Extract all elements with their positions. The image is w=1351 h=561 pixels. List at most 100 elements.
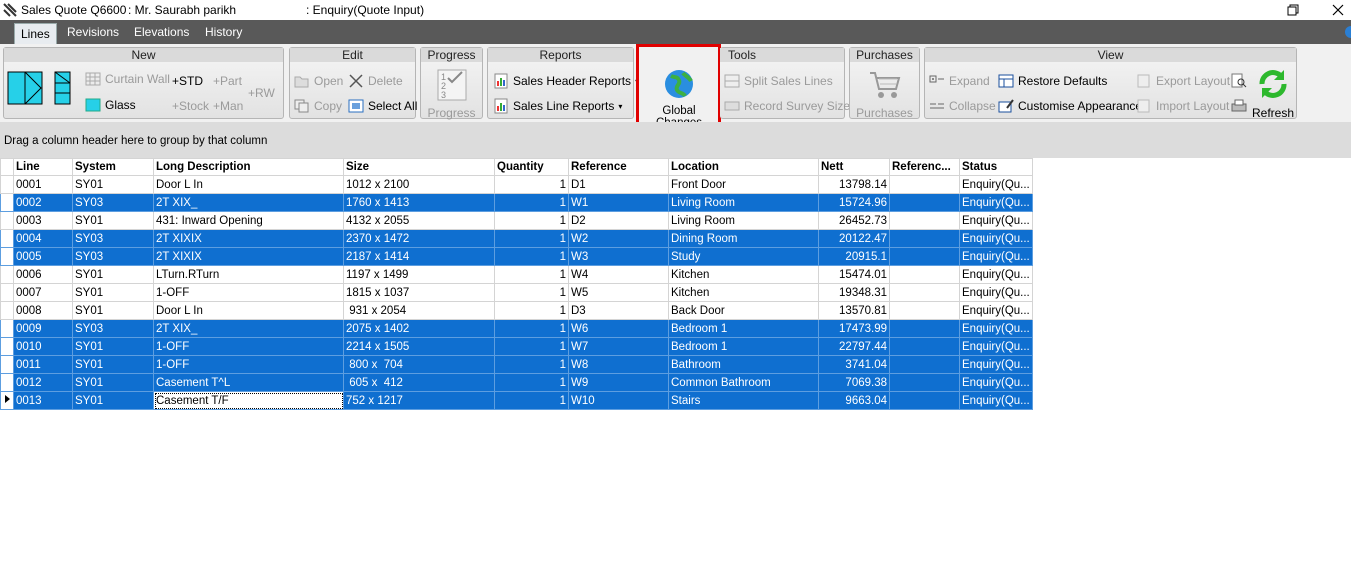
grid-row[interactable]: 0001 SY01 Door L In 1012 x 2100 1 D1 Front Doo… bbox=[0, 175, 1033, 194]
ribbon-button[interactable]: Curtain Wall bbox=[85, 72, 170, 86]
grid-cell: Door L In bbox=[153, 175, 344, 194]
ribbon-button[interactable]: Record Survey Sizes bbox=[724, 99, 856, 113]
grid-row[interactable]: 0010 SY01 1-OFF 2214 x 1505 1 W7 Bedroom 1 2279… bbox=[0, 337, 1033, 356]
tab[interactable]: Lines bbox=[14, 23, 57, 45]
preview-icon[interactable] bbox=[1231, 73, 1247, 89]
grid-cell: Living Room bbox=[668, 211, 819, 230]
ribbon-button[interactable]: +RW bbox=[248, 86, 275, 100]
grid-row[interactable]: 0008 SY01 Door L In 931 x 2054 1 D3 Back Door… bbox=[0, 301, 1033, 320]
ribbon-button[interactable]: Open bbox=[294, 74, 343, 88]
grid-cell: 0006 bbox=[13, 265, 73, 284]
column-header[interactable]: Status bbox=[959, 158, 1033, 176]
ribbon-button[interactable]: Delete bbox=[348, 74, 403, 88]
current-row-arrow bbox=[5, 395, 10, 403]
grid-row[interactable]: 0002 SY03 2T XIX_ 1760 x 1413 1 W1 Living Room… bbox=[0, 193, 1033, 212]
tab[interactable]: History bbox=[205, 25, 243, 39]
ribbon-button[interactable]: Glass bbox=[85, 98, 136, 112]
group-title: New bbox=[4, 48, 283, 62]
grid-row[interactable]: 0005 SY03 2T XIXIX 2187 x 1414 1 W3 Study 20915… bbox=[0, 247, 1033, 266]
customise-icon bbox=[998, 99, 1014, 113]
grid-cell: 20122.47 bbox=[818, 229, 890, 248]
print-icon[interactable] bbox=[1231, 99, 1247, 113]
grid-cell: LTurn.RTurn bbox=[153, 265, 344, 284]
grid-cell: Bedroom 1 bbox=[668, 319, 819, 338]
column-header[interactable]: Size bbox=[343, 158, 495, 176]
row-indicator bbox=[0, 319, 14, 338]
grid-cell: Enquiry(Qu... bbox=[959, 301, 1033, 320]
progress-icon[interactable]: 123 bbox=[436, 68, 470, 102]
grid-cell: W4 bbox=[568, 265, 669, 284]
button-label[interactable]: Refresh bbox=[1251, 106, 1295, 120]
grid-cell: 15724.96 bbox=[818, 193, 890, 212]
grid-cell bbox=[889, 193, 960, 212]
grid-row[interactable]: 0004 SY03 2T XIXIX 2370 x 1472 1 W2 Dining Roo… bbox=[0, 229, 1033, 248]
global-changes-button[interactable]: Global Changes bbox=[640, 47, 718, 129]
tab[interactable]: Elevations bbox=[134, 25, 190, 39]
ribbon-button[interactable]: +Stock bbox=[172, 99, 209, 113]
ribbon-button[interactable]: Collapse bbox=[929, 99, 996, 113]
grid-cell: W3 bbox=[568, 247, 669, 266]
grid-cell: SY01 bbox=[72, 337, 154, 356]
grid-row[interactable]: 0007 SY01 1-OFF 1815 x 1037 1 W5 Kitchen 19348.… bbox=[0, 283, 1033, 302]
frame-icon[interactable] bbox=[7, 71, 43, 105]
grid-cell: Casement T^L bbox=[153, 373, 344, 392]
ribbon-button[interactable]: Split Sales Lines bbox=[724, 74, 833, 88]
grid-row[interactable]: 0013 SY01 Casement T/F 752 x 1217 1 W10 Stairs… bbox=[0, 391, 1033, 410]
grid-cell: Bedroom 1 bbox=[668, 337, 819, 356]
grid-cell: Stairs bbox=[668, 391, 819, 410]
ribbon-button[interactable]: Customise Appearance bbox=[998, 99, 1142, 113]
grid-row[interactable]: 0009 SY03 2T XIX_ 2075 x 1402 1 W6 Bedroom 1 17… bbox=[0, 319, 1033, 338]
row-indicator bbox=[0, 175, 14, 194]
group-title: Tools bbox=[720, 48, 844, 62]
column-header[interactable]: Line bbox=[13, 158, 73, 176]
grid-cell: W6 bbox=[568, 319, 669, 338]
column-header[interactable]: System bbox=[72, 158, 154, 176]
sash-icon[interactable] bbox=[54, 71, 72, 105]
grid-cell bbox=[889, 229, 960, 248]
grid-cell: 605 x 412 bbox=[343, 373, 495, 392]
ribbon-button[interactable]: Copy bbox=[294, 99, 342, 113]
ribbon-button[interactable]: +Man bbox=[213, 99, 243, 113]
grid-cell: 1760 x 1413 bbox=[343, 193, 495, 212]
grid-cell: SY01 bbox=[72, 265, 154, 284]
row-indicator bbox=[0, 301, 14, 320]
ribbon-button[interactable]: +STD bbox=[172, 74, 203, 88]
ribbon-button[interactable]: Import Layout bbox=[1136, 99, 1229, 113]
grid-row[interactable]: 0012 SY01 Casement T^L 605 x 412 1 W9 Common … bbox=[0, 373, 1033, 392]
ribbon-button[interactable]: Export Layout bbox=[1136, 74, 1230, 88]
grid-row[interactable]: 0003 SY01 431: Inward Opening 4132 x 2055 1 D… bbox=[0, 211, 1033, 230]
help-icon[interactable] bbox=[1343, 25, 1351, 39]
cart-icon[interactable] bbox=[868, 69, 902, 101]
restore-button[interactable] bbox=[1286, 3, 1300, 17]
grid-row[interactable]: 0006 SY01 LTurn.RTurn 1197 x 1499 1 W4 Kitchen… bbox=[0, 265, 1033, 284]
grid-cell: 1 bbox=[494, 175, 569, 194]
copy-icon bbox=[294, 99, 309, 113]
group-title: Purchases bbox=[850, 48, 919, 62]
button-label[interactable]: Purchases bbox=[856, 106, 913, 120]
button-label: Record Survey Sizes bbox=[744, 99, 857, 113]
column-header[interactable]: Quantity bbox=[494, 158, 569, 176]
grid-cell: 800 x 704 bbox=[343, 355, 495, 374]
expand-icon bbox=[929, 75, 944, 83]
button-label[interactable]: Progress bbox=[427, 106, 476, 120]
ribbon-button[interactable]: Expand bbox=[929, 74, 990, 88]
ribbon-button[interactable]: +Part bbox=[213, 74, 242, 88]
column-header[interactable]: Referenc... bbox=[889, 158, 960, 176]
column-header[interactable]: Reference bbox=[568, 158, 669, 176]
column-header[interactable]: Location bbox=[668, 158, 819, 176]
grid-cell: 1 bbox=[494, 319, 569, 338]
grid-cell: 0001 bbox=[13, 175, 73, 194]
tab[interactable]: Revisions bbox=[67, 25, 120, 39]
ribbon-button[interactable]: Sales Line Reports ▾ bbox=[493, 98, 622, 114]
column-header[interactable]: Nett bbox=[818, 158, 890, 176]
grid-row[interactable]: 0011 SY01 1-OFF 800 x 704 1 W8 Bathroom 3741.0… bbox=[0, 355, 1033, 374]
grid-cell bbox=[889, 391, 960, 410]
row-indicator bbox=[0, 337, 14, 356]
grid-cell: 9663.04 bbox=[818, 391, 890, 410]
row-indicator bbox=[0, 391, 14, 410]
ribbon-button[interactable]: Select All bbox=[348, 99, 417, 113]
ribbon-button[interactable]: Restore Defaults bbox=[998, 74, 1107, 88]
ribbon-button[interactable]: Sales Header Reports ▾ bbox=[493, 73, 639, 89]
column-header[interactable]: Long Description bbox=[153, 158, 344, 176]
close-button[interactable] bbox=[1331, 3, 1345, 17]
